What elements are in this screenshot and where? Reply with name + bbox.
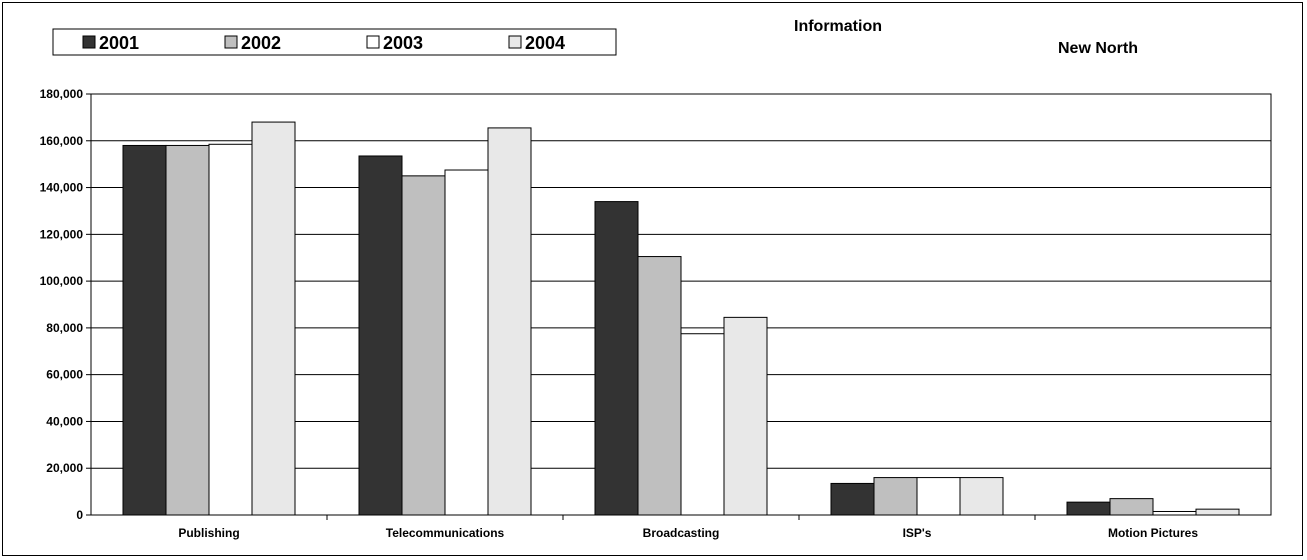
bar: [165, 144, 210, 516]
bar: [208, 143, 253, 516]
x-tick-label: ISP's: [903, 526, 932, 540]
x-tick-label: Telecommunications: [386, 526, 505, 540]
y-tick-label: 120,000: [40, 227, 84, 241]
y-tick-label: 140,000: [40, 181, 84, 195]
legend-swatch: [82, 35, 96, 49]
bar: [594, 201, 639, 516]
bar: [1195, 508, 1240, 516]
y-tick-label: 160,000: [40, 134, 84, 148]
bar: [1152, 510, 1197, 516]
legend-swatch: [508, 35, 522, 49]
y-tick-label: 100,000: [40, 274, 84, 288]
bar: [401, 175, 446, 516]
x-axis: Publishing Telecommunications Broadcasting…: [178, 515, 1198, 540]
y-axis: 0 20,000 40,000 60,000 80,000 100,000 120,000 1…: [40, 87, 91, 522]
x-tick-label: Broadcasting: [643, 526, 720, 540]
chart-title: Information: [794, 18, 882, 35]
y-tick-label: 0: [76, 508, 83, 522]
chart-subtitle: New North: [1058, 40, 1138, 57]
legend-label: 2003: [383, 33, 423, 53]
legend-swatch: [366, 35, 380, 49]
bar: [251, 121, 296, 516]
bar: [680, 333, 725, 516]
bar: [1109, 498, 1154, 516]
legend-box: [52, 28, 617, 56]
legend-label: 2001: [99, 33, 139, 53]
bar: [959, 477, 1004, 516]
bar: [1066, 501, 1111, 516]
bar: [723, 316, 768, 516]
bar: [637, 256, 682, 516]
x-tick-label: Publishing: [178, 526, 239, 540]
x-tick-label: Motion Pictures: [1108, 526, 1198, 540]
legend: 2001 2002 2003 2004: [82, 33, 565, 53]
bar-chart: Information New North 2001 2002 2003 2004 0…: [40, 18, 1272, 540]
bar: [444, 169, 489, 516]
y-tick-label: 40,000: [46, 414, 83, 428]
bar: [358, 155, 403, 516]
y-tick-label: 20,000: [46, 461, 83, 475]
legend-label: 2004: [525, 33, 565, 53]
y-tick-label: 60,000: [46, 368, 83, 382]
legend-swatch: [224, 35, 238, 49]
bar: [916, 477, 961, 516]
y-tick-label: 180,000: [40, 87, 84, 101]
bar: [122, 144, 167, 516]
bar: [873, 477, 918, 516]
bar: [830, 482, 875, 516]
y-tick-label: 80,000: [46, 321, 83, 335]
bars: [122, 121, 1240, 516]
bar: [487, 127, 532, 516]
legend-label: 2002: [241, 33, 281, 53]
